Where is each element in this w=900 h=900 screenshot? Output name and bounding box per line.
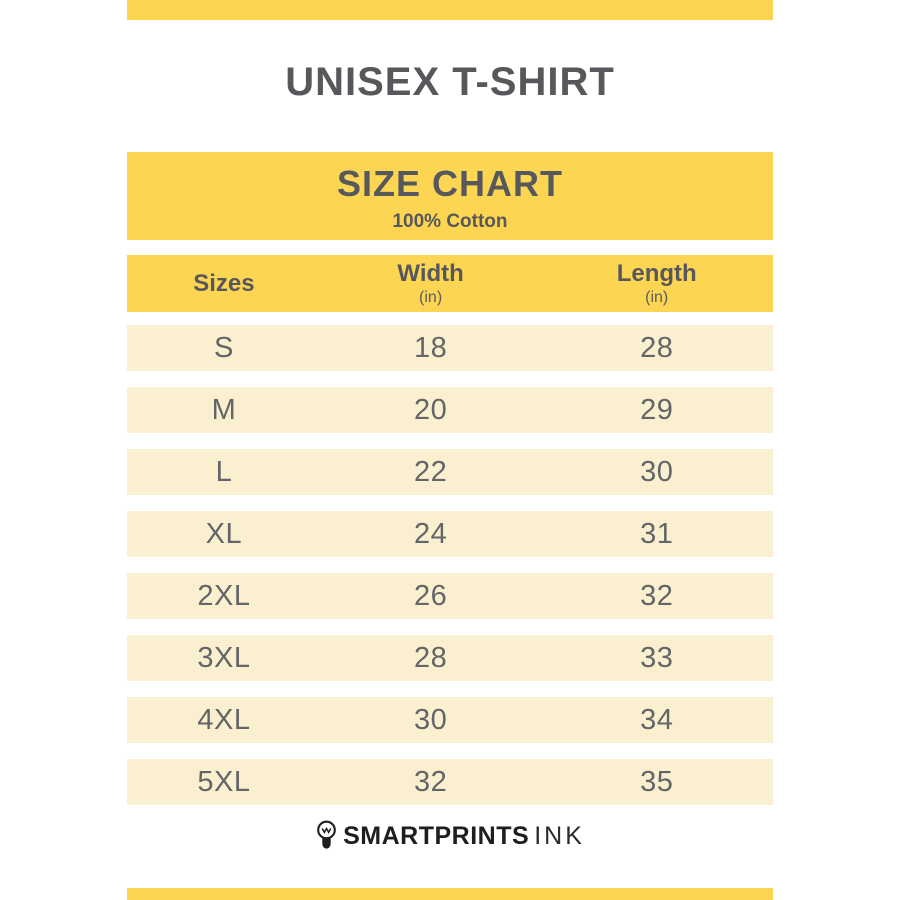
width-cell: 28 [413,641,448,674]
size-chart-band: SIZE CHART 100% Cotton [127,152,773,240]
size-cell: 3XL [197,641,251,674]
length-cell: 30 [640,455,674,488]
header-length: Length (in) [540,255,773,312]
content-area: UNISEX T-SHIRT SIZE CHART 100% Cotton Si… [127,0,773,900]
length-cell: 34 [640,703,674,736]
width-cell: 32 [413,765,448,798]
size-cell: L [215,455,233,488]
brand-name-bold: SMARTPRINTS [343,821,530,850]
size-cell: M [211,393,237,426]
size-cell: 4XL [197,703,251,736]
length-cell: 35 [640,765,674,798]
header-length-label: Length [616,260,697,287]
header-sizes-label: Sizes [193,269,255,297]
page-title: UNISEX T-SHIRT [285,60,615,104]
table-row: M 20 29 [127,387,773,433]
length-cell: 29 [640,393,674,426]
length-cell: 31 [640,517,674,550]
table-row: 3XL 28 33 [127,635,773,681]
size-table-body: S 18 28 M 20 29 L 22 30 XL 24 31 2XL 26 [127,325,773,805]
table-row: 4XL 30 34 [127,697,773,743]
table-row: L 22 30 [127,449,773,495]
brand-logo: SMARTPRINTS INK [127,815,773,857]
length-cell: 33 [640,641,674,674]
bottom-accent-bar [127,888,773,900]
table-row: 2XL 26 32 [127,573,773,619]
width-cell: 24 [413,517,448,550]
header-width-label: Width [397,260,464,287]
width-cell: 20 [413,393,448,426]
length-cell: 28 [640,331,674,364]
table-row: XL 24 31 [127,511,773,557]
size-cell: S [213,331,234,364]
table-row: 5XL 32 35 [127,759,773,805]
top-accent-bar [127,0,773,20]
size-cell: XL [205,517,243,550]
fabric-subheading: 100% Cotton [392,211,508,232]
size-chart-heading: SIZE CHART [337,163,563,204]
width-cell: 30 [413,703,448,736]
table-header-row: Sizes Width (in) Length (in) [127,255,773,312]
header-width-unit: (in) [419,289,443,306]
width-cell: 26 [413,579,448,612]
width-cell: 18 [413,331,448,364]
header-sizes: Sizes [127,255,321,312]
width-cell: 22 [413,455,448,488]
brand-name-light: INK [534,821,585,850]
size-cell: 2XL [197,579,251,612]
lightbulb-icon [315,820,338,852]
length-cell: 32 [640,579,674,612]
size-cell: 5XL [197,765,251,798]
header-length-unit: (in) [645,289,669,306]
header-width: Width (in) [321,255,541,312]
table-row: S 18 28 [127,325,773,371]
